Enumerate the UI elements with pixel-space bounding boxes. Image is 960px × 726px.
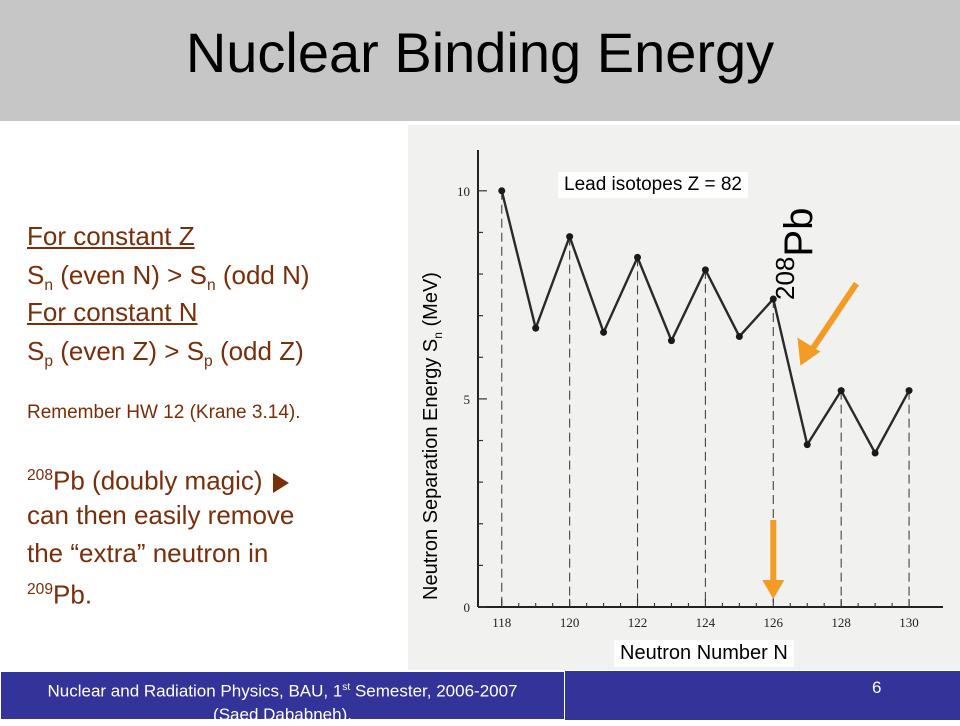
chart-axes xyxy=(477,150,943,608)
x-axis-label: Neutron Number N xyxy=(614,640,794,667)
chart-arrows xyxy=(762,281,859,599)
chart-ticks: 10 5 0 118 120 122 124 126 128 130 xyxy=(457,184,919,630)
play-arrow-icon xyxy=(272,472,289,493)
data-point xyxy=(735,332,743,340)
title-bar xyxy=(0,0,960,121)
sp-inequality: Sp (even Z) > Sp (odd Z) xyxy=(27,336,304,371)
constant-n-heading: For constant N xyxy=(27,297,198,327)
x-tick-label: 130 xyxy=(899,615,919,630)
x-tick-label: 122 xyxy=(628,615,648,630)
constant-z-heading: For constant Z xyxy=(27,221,195,251)
separation-energy-chart: 10 5 0 118 120 122 124 126 128 130 xyxy=(457,150,943,630)
vertical-arrow-head xyxy=(762,580,785,599)
x-tick-label: 124 xyxy=(696,615,716,630)
y-tick-label: 0 xyxy=(464,600,471,615)
data-point xyxy=(532,324,540,332)
footer-bar xyxy=(0,671,960,720)
y-tick-label: 5 xyxy=(464,392,471,407)
remove-line: can then easily remove xyxy=(27,500,295,530)
data-point xyxy=(600,328,608,336)
x-tick-label: 118 xyxy=(492,615,511,630)
page-number: 6 xyxy=(872,678,882,697)
diagonal-arrow-head xyxy=(797,337,821,366)
data-point xyxy=(905,387,913,395)
y-tick-label: 10 xyxy=(457,184,470,199)
footer-citation: Nuclear and Radiation Physics, BAU, 1st … xyxy=(47,681,518,724)
data-point xyxy=(498,187,506,195)
pb208-annotation: 208Pb xyxy=(770,207,821,300)
chart-series xyxy=(498,187,913,457)
diagonal-arrow-shaft xyxy=(806,281,859,356)
lead-isotopes-label: Lead isotopes Z = 82 xyxy=(558,172,748,198)
x-tick-label: 126 xyxy=(764,615,784,630)
data-point xyxy=(667,337,675,345)
x-tick-label: 128 xyxy=(831,615,851,630)
chart-scan-background xyxy=(408,125,960,670)
extra-neutron-line: the “extra” neutron in xyxy=(27,538,269,568)
data-point xyxy=(769,295,777,303)
data-point xyxy=(634,253,642,261)
x-tick-label: 120 xyxy=(560,615,580,630)
data-point xyxy=(871,449,879,457)
sn-inequality: Sn (even N) > Sn (odd N) xyxy=(27,260,310,295)
data-point xyxy=(566,233,574,241)
data-point xyxy=(837,387,845,395)
pb209-line: 209Pb. xyxy=(27,579,93,610)
remember-note: Remember HW 12 (Krane 3.14). xyxy=(27,402,301,423)
data-point xyxy=(803,441,811,449)
data-point xyxy=(701,266,709,274)
slide-title: Nuclear Binding Energy xyxy=(185,21,775,84)
pb208-line: 208Pb (doubly magic) xyxy=(27,458,289,499)
y-axis-label: Neutron Separation Energy Sn (MeV) xyxy=(420,272,445,600)
